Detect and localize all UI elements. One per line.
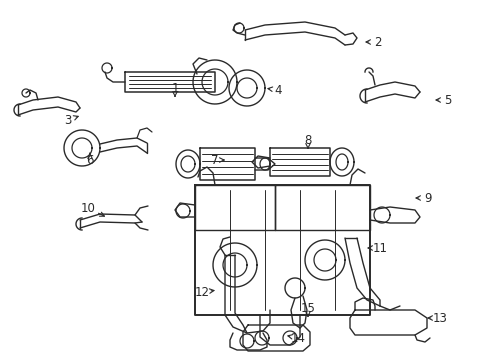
Text: 14: 14 — [291, 332, 305, 345]
Text: 2: 2 — [374, 36, 382, 49]
Text: 6: 6 — [86, 153, 94, 166]
Text: 13: 13 — [433, 311, 447, 324]
Text: 3: 3 — [64, 113, 72, 126]
Text: 4: 4 — [274, 84, 282, 96]
Text: 8: 8 — [304, 134, 312, 147]
Text: 15: 15 — [300, 302, 316, 315]
Text: 5: 5 — [444, 94, 452, 107]
Text: 7: 7 — [211, 153, 219, 166]
Text: 1: 1 — [171, 81, 179, 94]
Text: 10: 10 — [80, 202, 96, 215]
Text: 11: 11 — [372, 242, 388, 255]
Text: 12: 12 — [195, 285, 210, 298]
Text: 9: 9 — [424, 192, 432, 204]
